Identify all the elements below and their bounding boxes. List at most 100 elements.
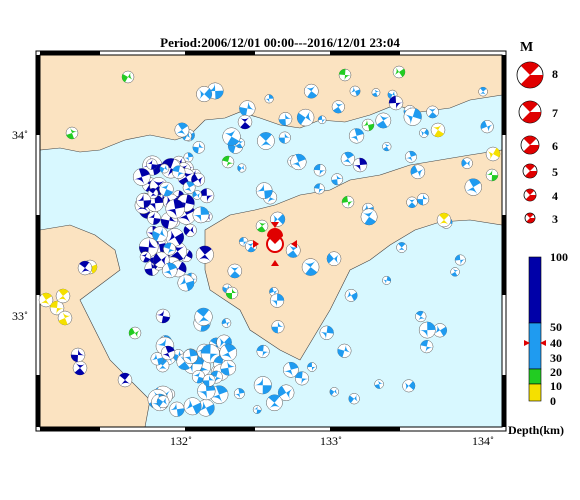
focal-mechanism	[416, 192, 430, 206]
focal-mechanism	[266, 394, 283, 412]
focal-mechanism	[132, 168, 151, 186]
focal-mechanism	[461, 157, 473, 169]
focal-mechanism	[410, 164, 426, 180]
mag-label-4: 4	[552, 189, 558, 203]
focal-mechanism	[313, 183, 325, 195]
focal-mechanism	[382, 275, 392, 285]
mag-label-5: 5	[552, 165, 558, 179]
focal-mechanism	[192, 190, 202, 200]
focal-mechanism	[403, 107, 422, 126]
land-chugoku	[39, 54, 503, 153]
focal-mechanism	[313, 163, 327, 177]
depth-label-50: 50	[550, 320, 562, 334]
mag-label-8: 8	[552, 67, 558, 81]
focal-mechanism	[183, 397, 202, 416]
focal-mechanism	[331, 100, 345, 114]
focal-mechanism	[340, 151, 356, 167]
focal-mechanism	[191, 172, 206, 187]
focal-mechanism	[136, 193, 152, 209]
focal-mechanism	[199, 188, 215, 204]
focal-mechanism	[348, 128, 365, 144]
focal-mechanism	[38, 292, 54, 308]
focal-mechanism	[222, 127, 241, 146]
focal-mechanism	[271, 320, 285, 334]
magnitude-symbol	[516, 61, 544, 89]
focal-mechanism	[165, 199, 185, 219]
focal-mechanism	[317, 115, 327, 125]
mag-label-7: 7	[552, 106, 558, 120]
focal-mechanism	[155, 308, 171, 324]
depth-label-100: 100	[550, 250, 568, 264]
focal-mechanism	[253, 376, 272, 395]
focal-mechanism	[269, 293, 285, 308]
focal-mechanism	[150, 352, 164, 366]
focal-mechanism	[191, 370, 206, 384]
focal-mechanism	[195, 245, 214, 264]
earthquake-events	[38, 65, 501, 417]
focal-mechanism	[436, 212, 452, 228]
focal-mechanism	[163, 242, 177, 256]
focal-mechanism	[282, 361, 299, 378]
focal-mechanism	[341, 195, 355, 209]
focal-mechanism	[159, 163, 170, 174]
focal-mechanism	[319, 325, 334, 340]
focal-mechanism	[192, 141, 206, 154]
focal-mechanism	[147, 188, 159, 199]
focal-mechanism	[182, 348, 199, 365]
lon-label-133: 133˚	[320, 434, 342, 448]
lat-label-33: 33˚	[12, 309, 28, 323]
focal-mechanism	[153, 251, 170, 269]
focal-mechanism	[485, 146, 501, 162]
focal-mechanism	[255, 182, 273, 200]
focal-mechanism	[464, 178, 482, 196]
focal-mechanism	[361, 118, 375, 132]
magnitude-legend	[516, 61, 544, 224]
map-area	[35, 50, 507, 432]
focal-mechanism	[244, 240, 257, 253]
magnitude-symbol	[524, 212, 536, 224]
focal-mechanism	[147, 211, 161, 225]
focal-mechanism	[388, 95, 404, 111]
focal-mechanism	[419, 128, 429, 138]
focal-mechanism	[402, 379, 416, 393]
focal-mechanism	[382, 141, 392, 152]
focal-mechanism	[252, 405, 262, 414]
focal-mechanism	[290, 153, 307, 171]
focal-mechanism	[72, 360, 88, 376]
focal-mechanism	[161, 262, 178, 279]
focal-mechanism	[278, 131, 291, 144]
focal-mechanism	[196, 86, 213, 103]
focal-mechanism	[221, 155, 235, 169]
focal-mechanism	[183, 223, 197, 237]
depth-colorbar	[524, 256, 546, 402]
focal-mechanism	[348, 393, 360, 405]
focal-mechanism	[264, 94, 274, 104]
focal-mechanism	[406, 196, 418, 209]
focal-mechanism	[396, 242, 408, 253]
focal-mechanism	[239, 100, 256, 117]
focal-mechanism	[182, 181, 196, 195]
magnitude-symbol	[518, 100, 542, 124]
focal-mechanism	[139, 251, 152, 263]
focal-mechanism	[197, 381, 216, 401]
focal-mechanism	[375, 112, 392, 129]
focal-mechanism	[160, 345, 176, 361]
focal-mechanism	[277, 384, 295, 401]
focal-mechanism	[156, 395, 170, 409]
focal-mechanism	[227, 263, 243, 279]
focal-mechanism	[237, 163, 247, 173]
focal-mechanism	[146, 158, 158, 170]
focal-mechanism	[219, 343, 238, 362]
focal-mechanism	[65, 126, 79, 140]
focal-mechanism	[159, 181, 174, 197]
focal-mechanism	[77, 260, 93, 276]
focal-mechanism	[329, 387, 339, 397]
focal-mechanism	[225, 286, 239, 300]
focal-mechanism	[415, 310, 427, 323]
map-title: Period:2006/12/01 00:00---2016/12/01 23:…	[160, 35, 400, 50]
focal-mechanism	[194, 307, 213, 326]
focal-mechanism	[183, 152, 194, 163]
magnitude-legend-title: M	[520, 40, 534, 55]
focal-mechanism	[420, 340, 434, 354]
